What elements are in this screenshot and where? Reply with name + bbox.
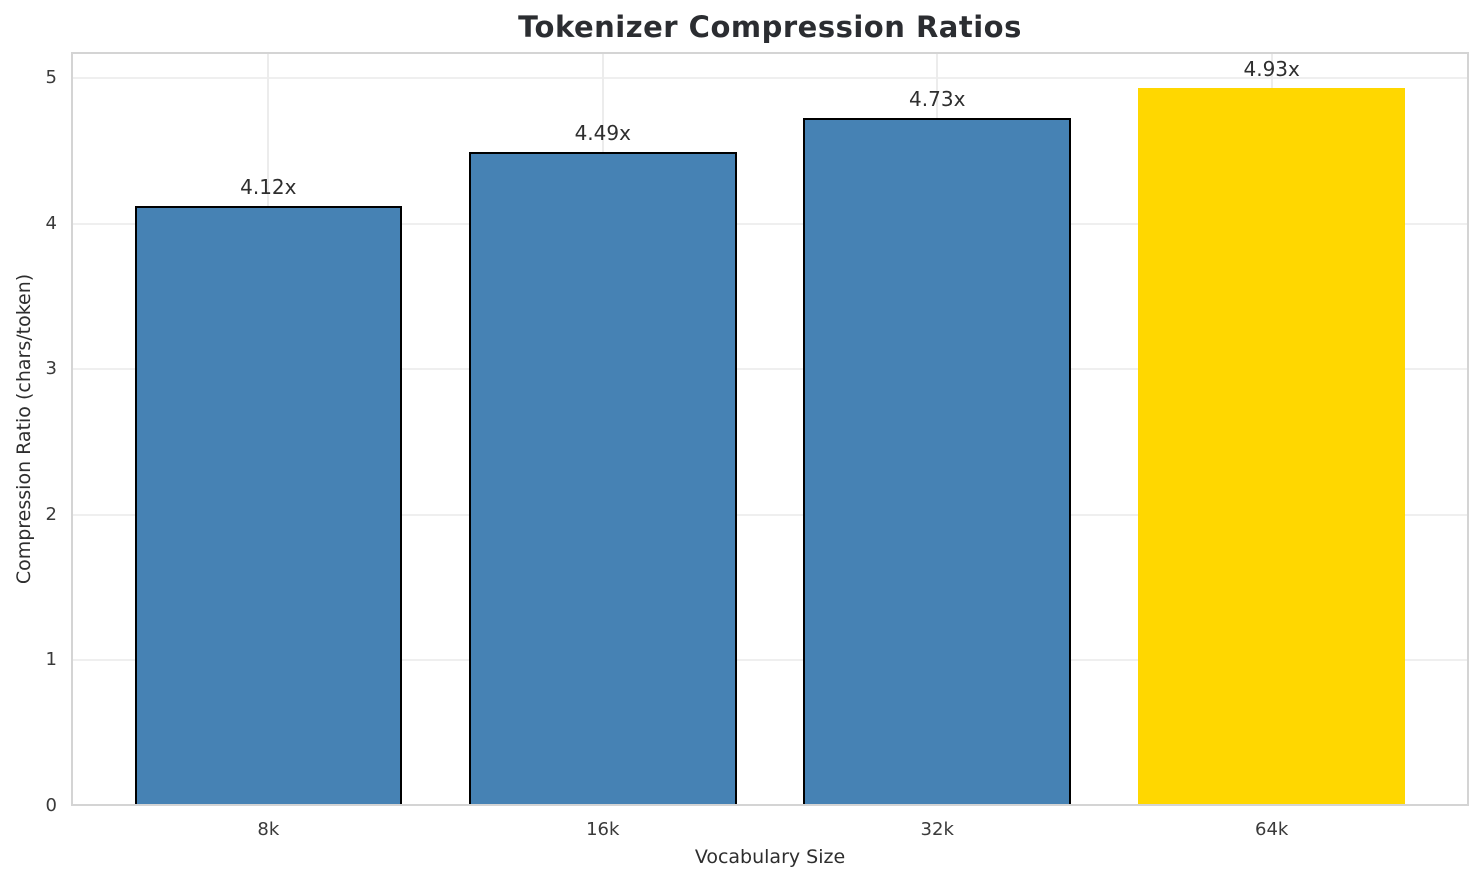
y-axis-title: Compression Ratio (chars/token): [13, 273, 35, 585]
bar-32k: [803, 117, 1071, 806]
bar-value-label: 4.93x: [1243, 57, 1300, 82]
y-gridline: [71, 513, 1469, 516]
x-tick-label: 16k: [586, 819, 620, 840]
y-gridline: [71, 659, 1469, 662]
x-tick-label: 32k: [920, 819, 954, 840]
y-tick-label: 4: [45, 212, 57, 234]
y-gridline: [71, 368, 1469, 371]
bar-8k: [134, 206, 403, 806]
bar-64k: [1137, 88, 1406, 806]
y-tick-label: 0: [45, 795, 57, 816]
y-gridline: [71, 222, 1469, 225]
bar-value-label: 4.12x: [240, 175, 297, 200]
y-gridline: [71, 77, 1469, 80]
y-tick-label: 3: [45, 358, 57, 380]
bar-value-label: 4.73x: [909, 86, 966, 111]
x-tick-label: 8k: [257, 819, 280, 840]
chart-title: Tokenizer Compression Ratios: [518, 10, 1022, 44]
x-axis-title: Vocabulary Size: [694, 846, 846, 868]
bar-16k: [468, 152, 737, 806]
plot-area: [71, 52, 1469, 806]
x-tick-label: 64k: [1255, 819, 1289, 840]
y-tick-label: 5: [45, 67, 57, 89]
y-tick-label: 1: [45, 649, 57, 671]
bar-value-label: 4.49x: [574, 121, 631, 146]
y-tick-label: 2: [45, 503, 57, 525]
